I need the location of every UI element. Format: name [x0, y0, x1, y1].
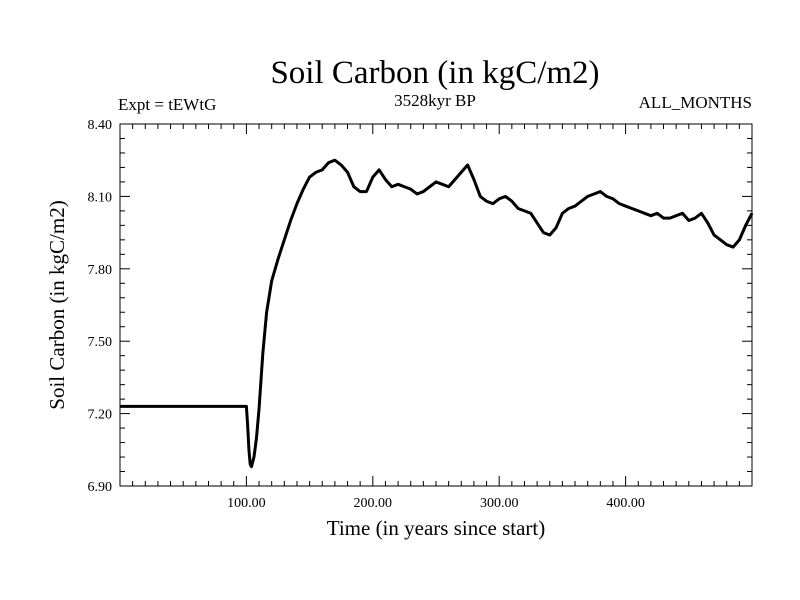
y-tick-label: 7.50	[88, 335, 113, 350]
x-tick-label: 100.00	[227, 496, 266, 511]
experiment-label: Expt = tEWtG	[118, 95, 216, 114]
x-tick-label: 400.00	[606, 496, 645, 511]
y-tick-labels: 6.90 7.20 7.50 7.80 8.10 8.40	[88, 118, 113, 495]
y-tick-label: 6.90	[88, 480, 113, 495]
y-tick-label: 7.20	[88, 408, 113, 423]
y-tick-label: 8.40	[88, 118, 113, 133]
period-label: 3528kyr BP	[394, 91, 476, 110]
x-axis-label: Time (in years since start)	[327, 516, 546, 540]
soil-carbon-line	[120, 158, 754, 469]
axis-ticks	[120, 124, 752, 486]
x-tick-label: 300.00	[480, 496, 519, 511]
y-axis-label: Soil Carbon (in kgC/m2)	[45, 200, 69, 409]
y-tick-label: 7.80	[88, 263, 113, 278]
x-tick-label: 200.00	[354, 496, 393, 511]
plot-frame	[119, 123, 753, 487]
months-label: ALL_MONTHS	[639, 93, 752, 112]
y-tick-label: 8.10	[88, 190, 113, 205]
x-tick-labels: 100.00 200.00 300.00 400.00	[227, 496, 645, 511]
chart-title: Soil Carbon (in kgC/m2)	[270, 55, 599, 91]
